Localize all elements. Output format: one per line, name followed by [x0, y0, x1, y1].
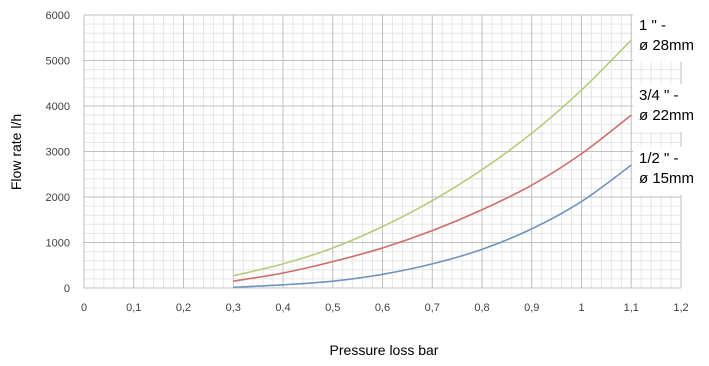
x-tick-label: 0,2	[176, 302, 191, 314]
y-tick-label: 5000	[46, 56, 70, 68]
x-tick-label: 0,1	[126, 302, 141, 314]
series-line-0	[233, 39, 632, 277]
legend-label-1: ø 22mm	[639, 107, 694, 124]
x-tick-label: 1,1	[624, 302, 639, 314]
y-tick-label: 2000	[46, 192, 70, 204]
x-tick-label: 1,2	[673, 302, 688, 314]
x-tick-label: 0,4	[275, 302, 290, 314]
legend: 1 " - ø 28mm 3/4 " - ø 22mm 1/2 " - ø 15mm	[633, 14, 705, 195]
legend-label-bg	[633, 84, 705, 132]
y-axis-title: Flow rate l/h	[8, 114, 24, 190]
legend-label-bg	[633, 14, 705, 62]
x-tick-label: 0,3	[226, 302, 241, 314]
legend-label-1: 3/4 " -	[639, 87, 679, 104]
x-tick-label: 0,8	[474, 302, 489, 314]
y-tick-label: 6000	[46, 10, 70, 22]
x-axis-title: Pressure loss bar	[330, 342, 439, 358]
y-tick-label: 1000	[46, 238, 70, 250]
legend-label-0: ø 28mm	[639, 37, 694, 54]
x-tick-label: 0,6	[375, 302, 390, 314]
legend-label-2: ø 15mm	[639, 170, 694, 187]
x-axis-tick-labels: 0 0,1 0,2 0,3 0,4 0,5 0,6 0,7 0,8 0,9 1 1,1 1,2	[81, 302, 689, 314]
y-tick-label: 4000	[46, 101, 70, 113]
x-tick-label: 0,7	[425, 302, 440, 314]
series-lines	[233, 39, 632, 289]
x-tick-label: 0	[81, 302, 87, 314]
y-tick-label: 0	[64, 283, 70, 295]
x-tick-label: 0,9	[524, 302, 539, 314]
y-axis-tick-labels: 0 1000 2000 3000 4000 5000 6000	[46, 10, 70, 295]
series-line-2	[233, 164, 632, 289]
x-tick-label: 0,5	[325, 302, 340, 314]
y-tick-label: 3000	[46, 147, 70, 159]
legend-label-0: 1 " -	[639, 17, 666, 34]
legend-label-2: 1/2 " -	[639, 150, 679, 167]
x-tick-label: 1	[578, 302, 584, 314]
legend-label-bg	[633, 147, 705, 195]
series-line-1	[233, 114, 632, 282]
